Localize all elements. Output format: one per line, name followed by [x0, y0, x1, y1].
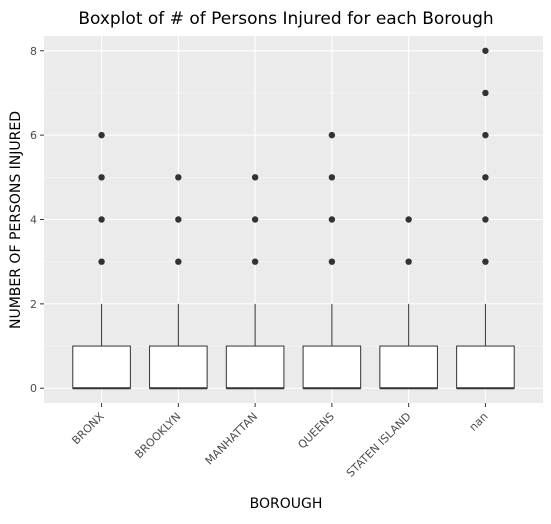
- box-iqr: [456, 345, 515, 389]
- outlier-point: [482, 216, 489, 223]
- outlier-point: [251, 216, 259, 223]
- x-tick-label: nan: [467, 410, 491, 434]
- outlier-point: [405, 258, 412, 265]
- box-iqr: [149, 345, 208, 389]
- y-tick-label: 2: [30, 298, 37, 311]
- outlier-point: [98, 258, 105, 265]
- outlier-point: [175, 216, 182, 223]
- outlier-layer: [98, 47, 489, 265]
- box-iqr: [302, 345, 362, 389]
- box-iqr: [379, 345, 438, 389]
- outlier-point: [482, 131, 489, 139]
- outlier-point: [98, 216, 105, 223]
- x-tick-label: QUEENS: [295, 410, 337, 452]
- outlier-point: [98, 174, 105, 181]
- y-axis-title: NUMBER OF PERSONS INJURED: [8, 111, 24, 329]
- x-tick-label: STATEN ISLAND: [344, 410, 414, 480]
- outlier-point: [328, 258, 336, 265]
- outlier-point: [251, 258, 259, 265]
- outlier-point: [482, 174, 489, 181]
- outlier-point: [328, 216, 336, 223]
- x-tick-label: MANHATTAN: [203, 410, 261, 468]
- y-tick-label: 0: [30, 382, 37, 395]
- outlier-point: [328, 131, 336, 139]
- whisker-layer: [101, 303, 486, 347]
- box-iqr: [72, 345, 131, 389]
- x-tick-label: BROOKLYN: [132, 410, 183, 461]
- outlier-point: [482, 258, 489, 265]
- outlier-point: [405, 216, 412, 223]
- y-tick-label: 4: [30, 214, 37, 227]
- outlier-point: [175, 174, 182, 181]
- box-layer: [72, 345, 515, 390]
- x-tick-label: BRONX: [69, 410, 107, 448]
- outlier-point: [251, 174, 259, 181]
- outlier-point: [98, 131, 105, 139]
- outlier-point: [175, 258, 182, 265]
- x-axis-title: BOROUGH: [250, 496, 323, 512]
- chart-title: Boxplot of # of Persons Injured for each…: [78, 9, 493, 29]
- outlier-point: [482, 47, 489, 54]
- outlier-point: [328, 174, 336, 181]
- outlier-point: [482, 89, 489, 97]
- y-tick-label: 8: [30, 45, 37, 58]
- box-iqr: [225, 345, 285, 389]
- y-tick-label: 6: [30, 129, 37, 142]
